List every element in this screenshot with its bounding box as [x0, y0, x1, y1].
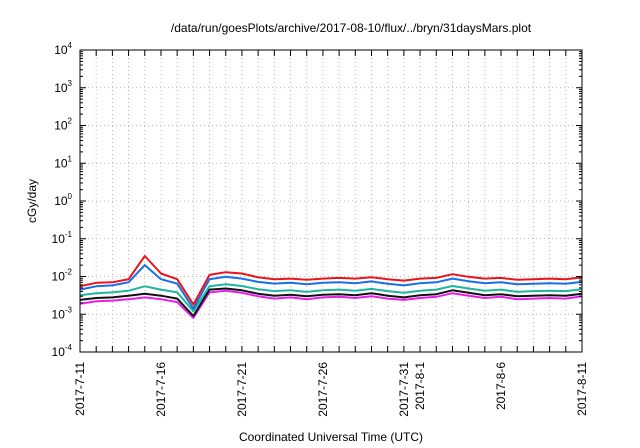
series-line-5 — [79, 289, 583, 319]
y-tick-label: 101 — [54, 154, 72, 170]
x-tick-label: 2017-7-16 — [154, 362, 168, 417]
y-tick-label: 10-4 — [52, 343, 73, 359]
series-line-3 — [79, 283, 583, 313]
x-axis-label: Coordinated Universal Time (UTC) — [239, 430, 423, 444]
y-tick-label: 100 — [54, 192, 72, 208]
axis-ticks: 10-4 10-3 10-2 10-1 100 101 102 103 104 2017-7-11… — [52, 41, 589, 417]
x-tick-label: 2017-8-11 — [575, 362, 589, 416]
x-tick-label: 2017-8-6 — [494, 362, 508, 410]
x-tick-label: 2017-7-21 — [235, 362, 249, 417]
chart-title: /data/run/goesPlots/archive/2017-08-10/f… — [171, 21, 532, 35]
x-tick-label: 2017-7-26 — [316, 362, 330, 417]
y-tick-label: 102 — [54, 117, 72, 133]
x-tick-label: 2017-7-31 — [397, 362, 411, 417]
y-tick-label: 10-3 — [52, 305, 73, 321]
x-tick-label: 2017-8-1 — [413, 362, 427, 410]
y-axis-label: cGy/day — [25, 179, 39, 223]
series-line-4 — [79, 287, 583, 317]
y-tick-label: 104 — [54, 41, 72, 57]
series-line-1 — [79, 255, 583, 306]
y-tick-label: 10-2 — [52, 268, 73, 284]
y-tick-label: 10-1 — [52, 230, 73, 246]
grid — [80, 50, 582, 352]
y-tick-label: 103 — [54, 79, 72, 95]
series-line-2 — [79, 264, 583, 310]
series-layer — [79, 255, 583, 319]
plot-frame — [79, 49, 583, 353]
x-tick-label: 2017-7-11 — [73, 362, 87, 416]
